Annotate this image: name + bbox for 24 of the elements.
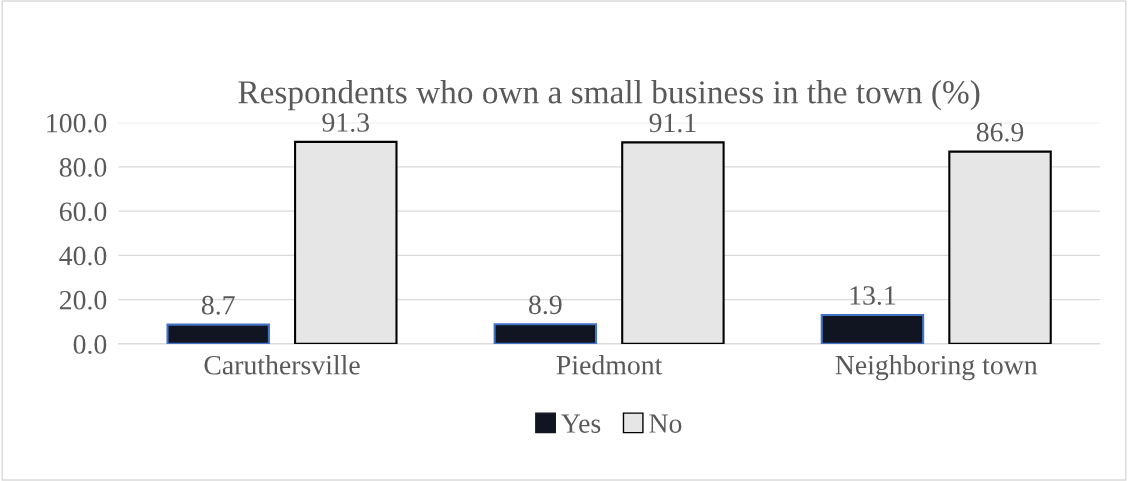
bar <box>621 141 725 344</box>
bar <box>294 140 398 344</box>
data-label: 91.3 <box>322 113 370 132</box>
y-tick-label: 40.0 <box>59 246 107 266</box>
bar <box>166 323 270 344</box>
bar <box>820 313 925 344</box>
x-tick-label: Caruthersville <box>204 355 360 375</box>
data-label: 91.1 <box>649 113 696 133</box>
legend-label: Yes <box>561 414 601 433</box>
y-tick-label: 100.0 <box>47 113 107 133</box>
y-tick-label: 80.0 <box>59 158 107 177</box>
x-tick-label: Neighboring town <box>835 355 1038 381</box>
bar <box>948 150 1052 344</box>
data-label: 86.9 <box>976 122 1024 142</box>
y-tick-label: 60.0 <box>59 202 107 222</box>
data-label: 8.9 <box>529 295 562 315</box>
y-tick-label: 0.0 <box>73 335 107 354</box>
x-tick-label: Piedmont <box>556 355 663 375</box>
y-tick-label: 20.0 <box>59 290 107 310</box>
chart-title: Respondents who own a small business in the town (%) <box>238 80 980 111</box>
data-label: 8.7 <box>201 295 235 315</box>
bar <box>493 323 598 344</box>
legend-label: No <box>649 414 682 433</box>
data-label: 13.1 <box>850 286 896 305</box>
